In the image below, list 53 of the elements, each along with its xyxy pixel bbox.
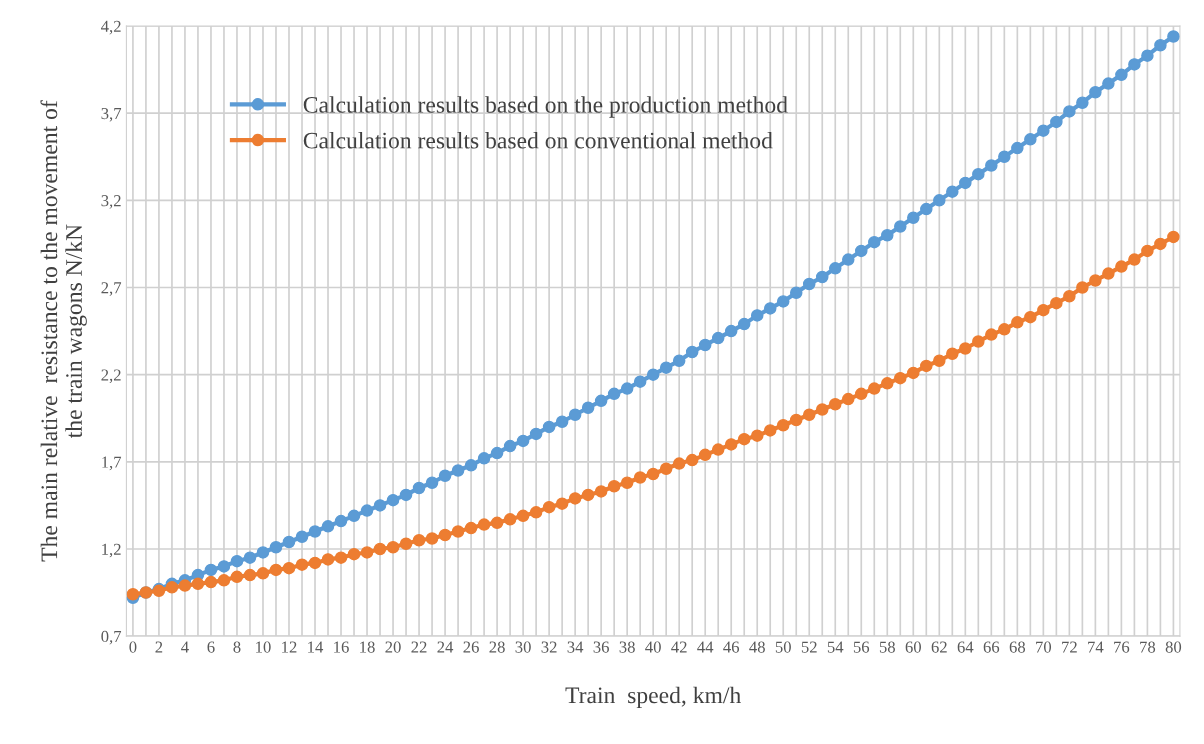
x-tick-label: 58 bbox=[879, 641, 895, 653]
x-tick-label: 2 bbox=[155, 641, 163, 653]
x-tick-label: 34 bbox=[567, 641, 584, 653]
x-tick-label: 72 bbox=[1062, 641, 1077, 653]
x-tick-label: 54 bbox=[827, 641, 844, 653]
y-tick-label: 2,2 bbox=[101, 369, 121, 383]
x-tick-label: 50 bbox=[775, 641, 791, 653]
legend-label: Calculation results based on conventional method bbox=[303, 131, 773, 149]
x-tick-label: 4 bbox=[181, 641, 189, 653]
legend-label: Calculation results based on the production method bbox=[303, 96, 788, 118]
x-tick-label: 78 bbox=[1140, 641, 1156, 653]
x-tick-label: 66 bbox=[983, 641, 1000, 653]
x-tick-label: 76 bbox=[1114, 641, 1130, 653]
y-tick-label: 4,2 bbox=[101, 20, 121, 35]
x-tick-label: 44 bbox=[697, 641, 714, 653]
x-tick-label: 8 bbox=[233, 641, 241, 653]
x-tick-label: 52 bbox=[801, 641, 817, 653]
y-tick-label: 3,7 bbox=[101, 107, 122, 122]
x-tick-label: 62 bbox=[931, 641, 947, 653]
x-tick-label: 56 bbox=[853, 641, 870, 653]
x-tick-label: 68 bbox=[1009, 641, 1026, 653]
x-tick-label: 46 bbox=[723, 641, 740, 653]
x-tick-label: 6 bbox=[207, 641, 215, 653]
x-axis-title: Train speed, km/h bbox=[565, 686, 741, 709]
y-tick-label: 0,7 bbox=[101, 630, 122, 645]
x-tick-label: 70 bbox=[1036, 641, 1052, 653]
x-tick-label: 18 bbox=[360, 641, 375, 653]
x-tick-label: 60 bbox=[905, 641, 921, 653]
x-tick-label: 16 bbox=[334, 641, 349, 653]
x-tick-label: 20 bbox=[385, 641, 401, 653]
x-tick-label: 28 bbox=[489, 641, 505, 653]
x-tick-label: 80 bbox=[1165, 641, 1182, 653]
x-tick-label: 14 bbox=[308, 641, 324, 653]
x-tick-label: 12 bbox=[282, 641, 297, 653]
x-tick-label: 10 bbox=[256, 641, 271, 653]
x-tick-label: 64 bbox=[957, 641, 974, 653]
y-tick-label: 2,7 bbox=[101, 282, 122, 296]
x-tick-label: 0 bbox=[129, 641, 137, 653]
x-tick-label: 38 bbox=[619, 641, 635, 653]
y-axis-title: The main relative resistance to the movement of the train wagons N/kN bbox=[40, 100, 87, 562]
x-tick-label: 48 bbox=[749, 641, 765, 653]
x-tick-label: 74 bbox=[1088, 641, 1104, 653]
y-tick-label: 3,2 bbox=[101, 195, 121, 209]
x-tick-label: 36 bbox=[593, 641, 609, 653]
y-tick-label: 1,7 bbox=[102, 456, 122, 471]
x-tick-label: 42 bbox=[671, 641, 687, 653]
x-tick-label: 26 bbox=[463, 641, 479, 653]
x-tick-label: 30 bbox=[515, 641, 531, 653]
x-tick-label: 22 bbox=[411, 641, 427, 653]
x-tick-label: 24 bbox=[437, 641, 454, 653]
x-tick-label: 40 bbox=[645, 641, 661, 653]
x-tick-label: 32 bbox=[541, 641, 557, 653]
y-tick-label: 1,2 bbox=[102, 543, 121, 558]
